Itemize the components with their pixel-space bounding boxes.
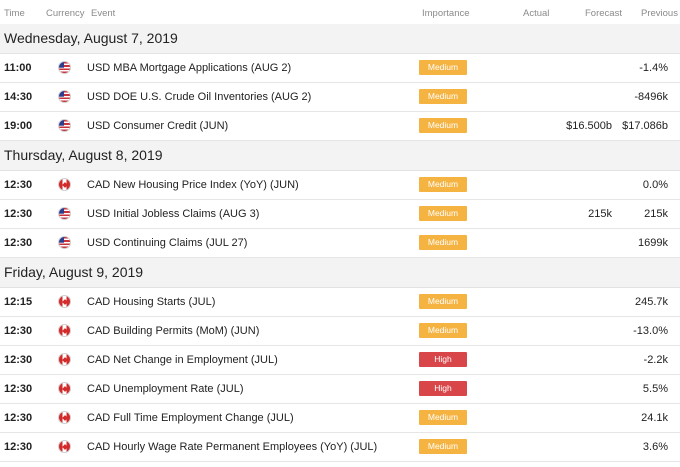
importance-badge: Medium — [419, 294, 467, 309]
previous-value: 24.1k — [641, 412, 668, 424]
importance-badge: High — [419, 352, 467, 367]
previous-value: -1.4% — [639, 62, 668, 74]
previous-value: 3.6% — [642, 441, 668, 453]
event-time: 12:15 — [4, 296, 33, 308]
event-time: 19:00 — [4, 120, 33, 132]
previous-value: 245.7k — [634, 296, 668, 308]
event-time: 12:30 — [4, 208, 33, 220]
event-name[interactable]: USD MBA Mortgage Applications (AUG 2) — [87, 62, 292, 74]
importance-badge: Medium — [419, 410, 467, 425]
event-name[interactable]: USD Consumer Credit (JUN) — [87, 120, 229, 132]
previous-value: -2.2k — [643, 354, 668, 366]
table-header: Time Currency Event Importance Actual Fo… — [0, 0, 680, 24]
header-currency: Currency — [46, 8, 85, 19]
header-forecast: Forecast — [585, 8, 622, 19]
us-flag-icon — [58, 61, 71, 74]
previous-value: 1699k — [638, 237, 668, 249]
ca-flag-icon — [58, 353, 71, 366]
table-row[interactable]: 11:00 USD MBA Mortgage Applications (AUG … — [0, 54, 680, 83]
header-importance: Importance — [422, 8, 470, 19]
event-time: 12:30 — [4, 325, 33, 337]
importance-badge: Medium — [419, 206, 467, 221]
event-time: 12:30 — [4, 179, 33, 191]
table-row[interactable]: 12:30 CAD Unemployment Rate (JUL) High 5.5% — [0, 375, 680, 404]
event-name[interactable]: CAD Unemployment Rate (JUL) — [87, 383, 244, 395]
table-row[interactable]: 12:15 CAD Housing Starts (JUL) Medium 245.7… — [0, 288, 680, 317]
ca-flag-icon — [58, 382, 71, 395]
day-heading: Friday, August 9, 2019 — [0, 258, 680, 288]
event-name[interactable]: CAD Net Change in Employment (JUL) — [87, 354, 278, 366]
table-row[interactable]: 12:30 CAD New Housing Price Index (YoY) (… — [0, 171, 680, 200]
previous-value: -8496k — [634, 91, 668, 103]
table-row[interactable]: 12:30 CAD Full Time Employment Change (JU… — [0, 404, 680, 433]
table-row[interactable]: 12:30 CAD Net Change in Employment (JUL) H… — [0, 346, 680, 375]
table-row[interactable]: 12:30 USD Initial Jobless Claims (AUG 3) M… — [0, 200, 680, 229]
importance-badge: Medium — [419, 118, 467, 133]
us-flag-icon — [58, 119, 71, 132]
event-time: 14:30 — [4, 91, 33, 103]
importance-badge: Medium — [419, 177, 467, 192]
ca-flag-icon — [58, 295, 71, 308]
table-row[interactable]: 12:30 CAD Hourly Wage Rate Permanent Empl… — [0, 433, 680, 462]
event-time: 12:30 — [4, 412, 33, 424]
importance-badge: Medium — [419, 60, 467, 75]
header-actual: Actual — [523, 8, 550, 19]
event-name[interactable]: CAD Building Permits (MoM) (JUN) — [87, 325, 260, 337]
forecast-value: 215k — [588, 208, 612, 220]
previous-value: -13.0% — [633, 325, 668, 337]
table-row[interactable]: 14:30 USD DOE U.S. Crude Oil Inventories … — [0, 83, 680, 112]
calendar-table: Wednesday, August 7, 2019 11:00 USD MBA Mo… — [0, 24, 680, 462]
us-flag-icon — [58, 236, 71, 249]
table-row[interactable]: 12:30 USD Continuing Claims (JUL 27) Mediu… — [0, 229, 680, 258]
table-row[interactable]: 12:30 CAD Building Permits (MoM) (JUN) Med… — [0, 317, 680, 346]
header-previous: Previous — [641, 8, 678, 19]
importance-badge: Medium — [419, 89, 467, 104]
ca-flag-icon — [58, 178, 71, 191]
event-name[interactable]: CAD New Housing Price Index (YoY) (JUN) — [87, 179, 299, 191]
us-flag-icon — [58, 90, 71, 103]
ca-flag-icon — [58, 411, 71, 424]
event-name[interactable]: USD Continuing Claims (JUL 27) — [87, 237, 248, 249]
event-name[interactable]: CAD Hourly Wage Rate Permanent Employees… — [87, 441, 378, 453]
previous-value: 5.5% — [642, 383, 668, 395]
event-time: 12:30 — [4, 354, 33, 366]
importance-badge: High — [419, 381, 467, 396]
importance-badge: Medium — [419, 439, 467, 454]
previous-value: 0.0% — [642, 179, 668, 191]
previous-value: $17.086b — [622, 120, 668, 132]
day-heading: Thursday, August 8, 2019 — [0, 141, 680, 171]
importance-badge: Medium — [419, 323, 467, 338]
event-time: 12:30 — [4, 237, 33, 249]
event-name[interactable]: CAD Full Time Employment Change (JUL) — [87, 412, 294, 424]
header-time: Time — [4, 8, 25, 19]
previous-value: 215k — [644, 208, 668, 220]
event-name[interactable]: CAD Housing Starts (JUL) — [87, 296, 216, 308]
table-row[interactable]: 19:00 USD Consumer Credit (JUN) Medium $16.… — [0, 112, 680, 141]
event-time: 12:30 — [4, 441, 33, 453]
event-name[interactable]: USD DOE U.S. Crude Oil Inventories (AUG … — [87, 91, 312, 103]
event-time: 11:00 — [4, 62, 32, 74]
ca-flag-icon — [58, 440, 71, 453]
us-flag-icon — [58, 207, 71, 220]
ca-flag-icon — [58, 324, 71, 337]
event-name[interactable]: USD Initial Jobless Claims (AUG 3) — [87, 208, 260, 220]
importance-badge: Medium — [419, 235, 467, 250]
header-event: Event — [91, 8, 116, 19]
day-heading: Wednesday, August 7, 2019 — [0, 24, 680, 54]
event-time: 12:30 — [4, 383, 33, 395]
forecast-value: $16.500b — [566, 120, 612, 132]
